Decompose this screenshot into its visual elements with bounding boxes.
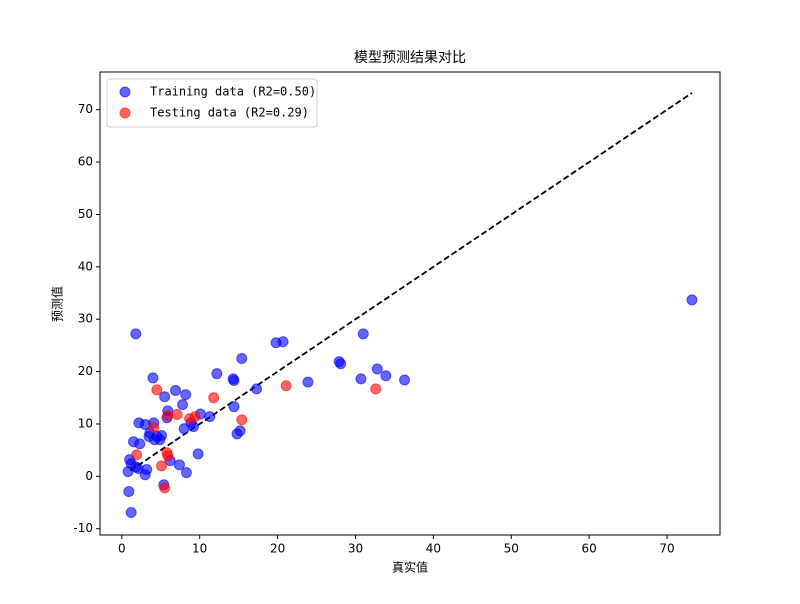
y-tick-label: 70 [78, 102, 93, 116]
point [189, 411, 201, 423]
y-tick-label: 10 [78, 416, 93, 430]
point [134, 438, 146, 450]
point [204, 411, 216, 423]
point [277, 336, 289, 348]
point [171, 409, 183, 421]
y-tick-label: 60 [78, 155, 93, 169]
x-tick-label: 0 [118, 542, 126, 556]
x-tick-label: 10 [192, 542, 207, 556]
y-tick-label: 40 [78, 259, 93, 273]
point [399, 374, 411, 386]
point [156, 460, 168, 472]
point [192, 448, 204, 460]
point [178, 423, 190, 435]
y-tick-label: 20 [78, 364, 93, 378]
point [228, 401, 240, 413]
point [208, 392, 220, 404]
reference-line [129, 92, 693, 472]
legend-marker [119, 107, 131, 119]
point [228, 374, 240, 386]
point [159, 391, 171, 403]
point [132, 462, 144, 474]
plot-frame [99, 71, 721, 536]
point [380, 370, 392, 382]
point [302, 376, 314, 388]
point [130, 328, 142, 340]
point [180, 389, 192, 401]
point [159, 482, 171, 494]
legend-label: Training data (R2=0.50) [150, 85, 316, 99]
point [280, 380, 292, 392]
point [170, 384, 182, 396]
point [122, 466, 134, 478]
point [139, 469, 151, 481]
x-tick-label: 60 [582, 542, 597, 556]
legend-box [106, 78, 318, 128]
x-tick-label: 20 [270, 542, 285, 556]
y-tick-label: 30 [78, 312, 93, 326]
x-axis-label: 真实值 [392, 560, 428, 575]
point [125, 506, 137, 518]
point [236, 414, 248, 426]
point [371, 363, 383, 375]
x-tick-label: 40 [426, 542, 441, 556]
x-tick-label: 30 [348, 542, 363, 556]
y-tick-label: 0 [85, 469, 93, 483]
y-tick-label: -10 [73, 521, 93, 535]
point [357, 328, 369, 340]
point [355, 373, 367, 385]
point [180, 467, 192, 479]
point [211, 368, 223, 380]
point [236, 352, 248, 364]
point [151, 384, 163, 396]
point [231, 428, 243, 440]
point [162, 410, 174, 422]
point [123, 486, 135, 498]
point [370, 383, 382, 395]
y-axis-label: 预测值 [50, 286, 65, 322]
point [148, 422, 160, 434]
point [162, 450, 174, 462]
point [154, 434, 166, 446]
point [335, 358, 347, 370]
point [131, 449, 143, 461]
chart-title: 模型预测结果对比 [354, 50, 466, 66]
x-tick-label: 50 [504, 542, 519, 556]
legend-label: Testing data (R2=0.29) [150, 106, 309, 120]
point [147, 372, 159, 384]
legend-marker [119, 86, 131, 98]
point [173, 459, 185, 471]
point [686, 294, 698, 306]
point [251, 383, 263, 395]
x-tick-label: 70 [659, 542, 674, 556]
y-tick-label: 50 [78, 207, 93, 221]
point [177, 399, 189, 411]
